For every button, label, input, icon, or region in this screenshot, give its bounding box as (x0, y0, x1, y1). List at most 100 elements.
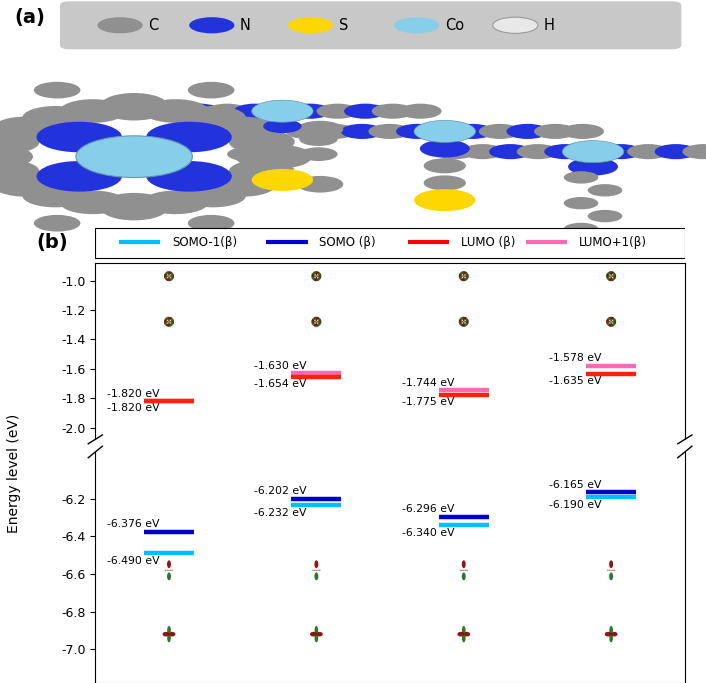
Circle shape (229, 130, 294, 154)
Ellipse shape (461, 271, 466, 274)
Ellipse shape (310, 632, 317, 637)
Text: SOMO (β): SOMO (β) (319, 236, 376, 249)
Circle shape (299, 148, 337, 161)
Ellipse shape (466, 274, 469, 279)
Circle shape (60, 99, 126, 123)
Circle shape (227, 148, 265, 161)
Ellipse shape (459, 272, 463, 276)
Circle shape (462, 144, 504, 159)
Ellipse shape (172, 274, 174, 279)
Ellipse shape (168, 633, 170, 635)
Ellipse shape (611, 632, 618, 637)
Circle shape (414, 189, 476, 211)
Ellipse shape (169, 275, 172, 277)
Ellipse shape (609, 626, 613, 635)
Ellipse shape (312, 277, 316, 281)
Text: H: H (544, 18, 554, 33)
Circle shape (0, 117, 59, 140)
Circle shape (424, 176, 466, 191)
Ellipse shape (607, 570, 609, 571)
Circle shape (682, 144, 706, 159)
Text: -6.202 eV: -6.202 eV (254, 486, 307, 497)
Circle shape (344, 104, 386, 119)
Ellipse shape (614, 274, 616, 279)
Ellipse shape (464, 275, 467, 277)
Ellipse shape (168, 277, 170, 279)
Ellipse shape (466, 570, 468, 571)
Text: -6.232 eV: -6.232 eV (254, 507, 307, 518)
Ellipse shape (172, 319, 174, 324)
Ellipse shape (164, 277, 169, 281)
Circle shape (451, 124, 493, 139)
Ellipse shape (317, 272, 321, 276)
Circle shape (493, 17, 538, 33)
Circle shape (180, 184, 246, 208)
Text: -6.296 eV: -6.296 eV (402, 504, 455, 514)
Ellipse shape (606, 322, 611, 326)
Circle shape (146, 122, 232, 152)
Ellipse shape (316, 319, 317, 322)
Ellipse shape (463, 273, 465, 276)
Ellipse shape (312, 317, 316, 321)
Text: LUMO+1(β): LUMO+1(β) (579, 236, 647, 249)
Text: -6.190 eV: -6.190 eV (549, 500, 602, 510)
Circle shape (424, 124, 466, 139)
Ellipse shape (168, 322, 170, 325)
Ellipse shape (611, 322, 616, 326)
Ellipse shape (167, 626, 171, 635)
Ellipse shape (317, 570, 319, 571)
Text: -6.376 eV: -6.376 eV (107, 519, 160, 529)
Circle shape (588, 210, 622, 222)
Circle shape (588, 184, 622, 197)
Ellipse shape (313, 321, 316, 322)
Circle shape (479, 124, 521, 139)
Ellipse shape (314, 324, 319, 326)
Circle shape (246, 145, 312, 169)
Circle shape (517, 144, 559, 159)
Ellipse shape (167, 279, 172, 281)
Ellipse shape (461, 570, 463, 571)
Ellipse shape (316, 277, 317, 279)
Ellipse shape (167, 572, 171, 581)
Ellipse shape (605, 632, 611, 637)
Ellipse shape (313, 275, 316, 277)
Circle shape (261, 104, 304, 119)
Ellipse shape (609, 324, 614, 326)
Text: S: S (339, 18, 348, 33)
Ellipse shape (166, 275, 169, 277)
Ellipse shape (463, 277, 465, 279)
Ellipse shape (459, 277, 463, 281)
Ellipse shape (162, 632, 169, 637)
Circle shape (210, 173, 275, 197)
Text: -1.578 eV: -1.578 eV (549, 353, 602, 363)
Ellipse shape (459, 317, 463, 321)
Circle shape (263, 120, 301, 133)
Ellipse shape (609, 572, 613, 581)
Circle shape (534, 124, 576, 139)
Circle shape (313, 124, 356, 139)
Ellipse shape (463, 322, 465, 325)
Circle shape (251, 100, 313, 122)
Ellipse shape (459, 322, 463, 326)
Ellipse shape (463, 570, 465, 571)
Ellipse shape (168, 319, 170, 322)
Ellipse shape (465, 272, 468, 276)
Ellipse shape (164, 274, 167, 279)
Ellipse shape (611, 321, 614, 322)
Circle shape (23, 106, 88, 130)
Ellipse shape (606, 272, 611, 276)
Circle shape (394, 17, 439, 33)
Circle shape (188, 82, 234, 98)
Circle shape (424, 158, 466, 173)
Circle shape (297, 176, 343, 193)
Circle shape (251, 169, 313, 191)
Ellipse shape (457, 632, 464, 637)
Ellipse shape (315, 634, 318, 643)
Text: LUMO (β): LUMO (β) (461, 236, 515, 249)
Ellipse shape (463, 633, 465, 635)
Ellipse shape (610, 633, 612, 635)
FancyBboxPatch shape (95, 227, 685, 258)
Ellipse shape (316, 322, 317, 325)
Ellipse shape (608, 275, 611, 277)
Ellipse shape (609, 560, 613, 568)
